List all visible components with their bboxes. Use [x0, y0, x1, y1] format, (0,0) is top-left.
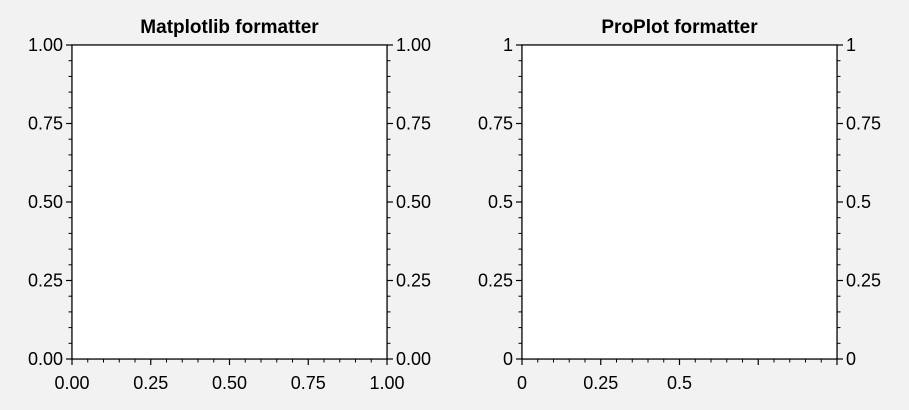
y-tick-label: 0.25	[478, 271, 513, 291]
right-y-tick-label: 0.25	[846, 271, 881, 291]
axes-proplot-formatter: ProPlot formatter 0 0.25 0.5 0 0.25 0.5 …	[478, 17, 881, 393]
chart-title: Matplotlib formatter	[140, 17, 319, 38]
right-y-tick-label: 1	[846, 35, 856, 55]
x-tick-label: 0.50	[212, 373, 247, 393]
y-tick-labels: 0 0.25 0.5 0.75 1	[478, 35, 513, 369]
plot-frame	[71, 44, 388, 360]
tick-marks	[66, 44, 393, 365]
right-y-tick-label: 0.00	[396, 349, 431, 369]
x-tick-label: 0.00	[54, 373, 89, 393]
x-tick-labels: 0 0.25 0.5	[517, 373, 692, 393]
plot-frame	[521, 44, 838, 360]
y-tick-labels: 0.00 0.25 0.50 0.75 1.00	[28, 35, 63, 369]
tick-marks	[516, 44, 843, 365]
right-y-tick-label: 0.75	[396, 114, 431, 134]
y-tick-label: 0	[503, 349, 513, 369]
x-tick-label: 0.25	[133, 373, 168, 393]
y-tick-label: 0.50	[28, 192, 63, 212]
y-tick-label: 0.75	[478, 114, 513, 134]
x-tick-labels: 0.00 0.25 0.50 0.75 1.00	[54, 373, 404, 393]
right-y-tick-labels: 0 0.25 0.5 0.75 1	[846, 35, 881, 369]
x-tick-label: 0.25	[583, 373, 618, 393]
right-y-tick-label: 0.25	[396, 271, 431, 291]
x-tick-label: 0.75	[291, 373, 326, 393]
right-y-tick-labels: 0.00 0.25 0.50 0.75 1.00	[396, 35, 431, 369]
x-tick-label: 0.5	[667, 373, 692, 393]
y-tick-label: 0.75	[28, 114, 63, 134]
right-y-tick-label: 0.75	[846, 114, 881, 134]
chart-title: ProPlot formatter	[601, 17, 758, 38]
y-tick-label: 1.00	[28, 35, 63, 55]
y-tick-label: 1	[503, 35, 513, 55]
x-tick-label: 1.00	[369, 373, 404, 393]
y-tick-label: 0.00	[28, 349, 63, 369]
y-tick-label: 0.25	[28, 271, 63, 291]
right-y-tick-label: 0.50	[396, 192, 431, 212]
x-tick-label: 0	[517, 373, 527, 393]
y-tick-label: 0.5	[488, 192, 513, 212]
axes-matplotlib-formatter: Matplotlib formatter 0.00 0.25 0.50 0.75…	[28, 17, 431, 393]
right-y-tick-label: 1.00	[396, 35, 431, 55]
right-y-tick-label: 0.5	[846, 192, 871, 212]
right-y-tick-label: 0	[846, 349, 856, 369]
